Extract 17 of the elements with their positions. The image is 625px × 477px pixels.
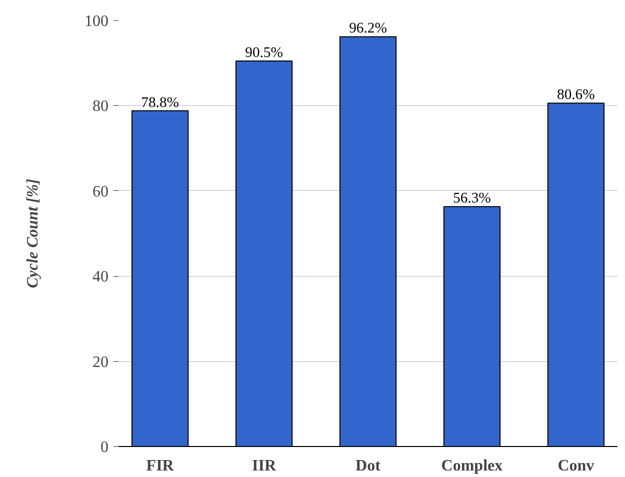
data-label: 96.2% [349, 20, 387, 37]
y-tick-label: 40 [92, 268, 108, 286]
y-tick-label: 100 [84, 13, 108, 30]
y-tick-label: 80 [92, 98, 108, 116]
y-tick-label: 0 [100, 439, 108, 456]
x-tick-label: Conv [558, 458, 594, 474]
y-axis-title: Cycle Count [%] [24, 178, 42, 288]
x-tick-label: FIR [146, 458, 174, 474]
y-tick-label: 60 [92, 183, 108, 200]
data-label: 78.8% [141, 94, 180, 111]
x-tick-label: Dot [356, 458, 382, 474]
data-label: 56.3% [453, 190, 491, 207]
data-label: 90.5% [245, 44, 283, 61]
y-tick-label: 20 [92, 354, 108, 371]
data-label: 80.6% [556, 87, 595, 104]
x-tick-label: IIR [252, 458, 276, 474]
x-tick-label: Complex [441, 458, 503, 474]
